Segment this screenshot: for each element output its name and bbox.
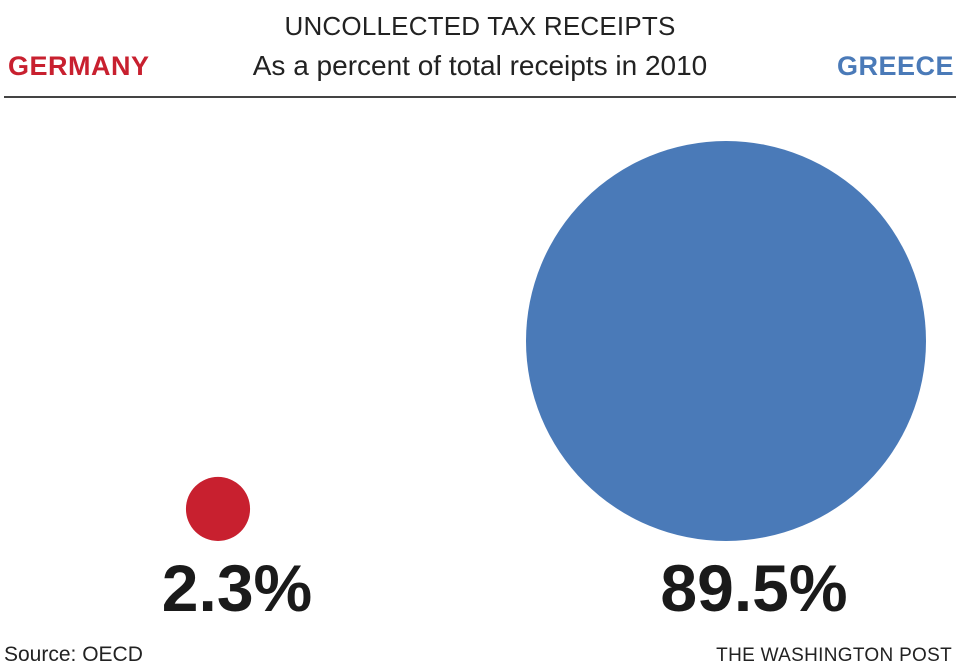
category-label-greece: GREECE bbox=[836, 51, 954, 81]
circle-germany bbox=[185, 476, 251, 541]
chart-title: UNCOLLECTED TAX RECEIPTS bbox=[284, 11, 676, 41]
circle-greece bbox=[526, 141, 926, 541]
value-label-germany: 2.3% bbox=[162, 551, 312, 625]
header-divider bbox=[4, 96, 956, 98]
chart-subtitle: As a percent of total receipts in 2010 bbox=[252, 50, 708, 81]
publisher-credit: THE WASHINGTON POST bbox=[716, 645, 952, 666]
source-note: Source: OECD bbox=[4, 643, 143, 666]
category-label-germany: GERMANY bbox=[8, 51, 150, 81]
value-label-greece: 89.5% bbox=[660, 551, 847, 625]
